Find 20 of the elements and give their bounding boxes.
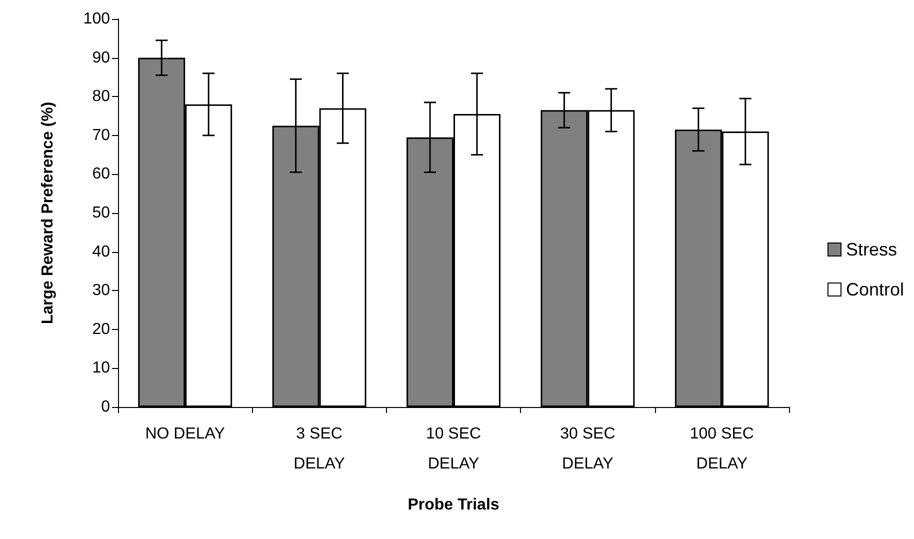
y-axis-title: Large Reward Preference (%) (40, 102, 56, 324)
y-tick-label: 80 (92, 88, 110, 106)
x-tick-label: 100 SEC DELAY (690, 426, 754, 472)
y-tick-label: 20 (92, 320, 110, 338)
y-tick-label: 90 (92, 49, 110, 66)
x-tick-label: NO DELAY (145, 426, 226, 442)
x-tick-label: 30 SEC DELAY (560, 426, 616, 472)
y-tick-label: 70 (92, 126, 110, 144)
y-tick-label: 30 (92, 282, 110, 300)
y-tick-label: 40 (92, 243, 110, 260)
y-tick-label: 0 (101, 398, 110, 416)
y-tick-label: 60 (92, 166, 110, 183)
x-axis-title: Probe Trials (408, 496, 500, 514)
x-tick-label: 10 SEC DELAY (426, 426, 482, 472)
y-tick-label: 100 (83, 10, 110, 28)
legend-label: Stress (846, 240, 897, 260)
legend-label: Control (846, 280, 904, 300)
x-tick-label: 3 SEC DELAY (294, 426, 346, 472)
y-tick-label: 50 (92, 204, 110, 222)
y-tick-label: 10 (92, 360, 110, 377)
